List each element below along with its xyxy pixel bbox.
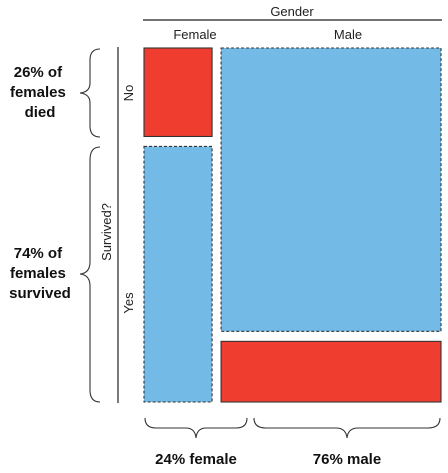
- mosaic-tiles: [143, 47, 442, 403]
- gender-axis-label: Gender: [270, 4, 314, 19]
- tile-male-survived: [220, 47, 442, 332]
- female-share-brace: [144, 417, 248, 439]
- survived-axis-label: Survived?: [99, 203, 114, 261]
- female-died-brace: [79, 48, 101, 138]
- male-share-brace: [253, 417, 441, 439]
- tile-male-died: [220, 340, 442, 403]
- tile-female-died: [143, 47, 213, 138]
- column-label-female: Female: [173, 27, 216, 42]
- female-survived-brace: [79, 146, 101, 403]
- column-label-male: Male: [334, 27, 362, 42]
- female-died-annotation: 26% of females died: [10, 64, 70, 121]
- female-share-annotation: 24% female: [155, 451, 237, 468]
- row-label-yes: Yes: [121, 292, 136, 314]
- tile-female-survived: [143, 145, 213, 403]
- female-survived-annotation: 74% of females survived: [9, 245, 71, 302]
- male-share-annotation: 76% male: [313, 451, 381, 468]
- row-label-no: No: [121, 85, 136, 102]
